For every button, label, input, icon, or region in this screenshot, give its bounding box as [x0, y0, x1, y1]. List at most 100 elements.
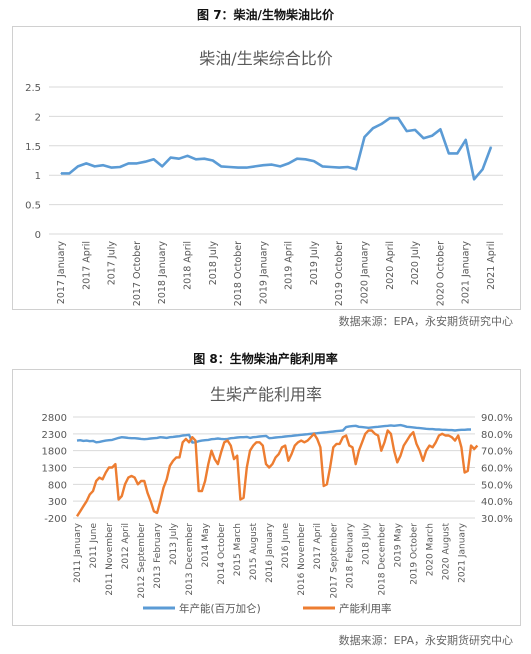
x-tick-label: 2020 January [360, 241, 371, 305]
x-tick-label: 2012 April [121, 523, 131, 569]
x-tick-label: 2018 April [182, 241, 193, 290]
data-point [338, 166, 340, 169]
data-point [110, 166, 113, 169]
y-left-tick-label: 300 [48, 497, 67, 508]
data-point [68, 172, 71, 175]
x-tick-label: 2018 July [208, 241, 219, 286]
x-tick-label: 2019 October [334, 241, 345, 306]
data-point [304, 158, 307, 160]
x-tick-label: 2018 October [233, 241, 244, 306]
data-point [229, 166, 231, 168]
figure2-source: 数据来源：EPA，永安期货研究中心 [338, 634, 513, 647]
x-tick-label: 2019 October [409, 523, 419, 585]
data-point [220, 165, 222, 167]
x-tick-label: 2011 November [105, 523, 115, 596]
chart1-container: 柴油/生柴综合比价 0 0.5 1 1.5 2 2.5 2017 January 2017 Ap… [12, 26, 521, 310]
x-tick-label: 2020 March [425, 523, 435, 576]
y-left-tick-label: 2300 [42, 430, 67, 441]
data-point [195, 158, 197, 160]
x-tick-label: 2017 October [132, 241, 143, 306]
y-left-tick-label: 2800 [42, 413, 67, 424]
capacity-utilization-chart: 生柴产能利用率 -200 300 800 1300 1800 2300 2800 30.0% 40… [42, 385, 513, 615]
data-point [127, 162, 130, 165]
data-point [431, 135, 433, 137]
legend-label-utilization: 产能利用率 [339, 602, 392, 615]
x-tick-label: 2014 October [217, 523, 227, 585]
x-tick-label: 2020 August [441, 523, 451, 581]
data-point [321, 165, 323, 167]
series-line-utilization [75, 429, 479, 517]
x-tick-label: 2017 September [329, 523, 339, 599]
y-tick-label: 2.5 [25, 83, 41, 94]
x-tick-label: 2012 September [137, 523, 147, 599]
x-tick-label: 2017 April [81, 241, 92, 290]
data-point [481, 168, 484, 170]
data-point [448, 152, 450, 155]
figure2-caption: 图 8：生物柴油产能利用率 [193, 352, 338, 366]
data-point [296, 158, 298, 160]
data-point [178, 158, 180, 160]
x-tick-label: 2014 May [201, 522, 211, 567]
legend-label-capacity: 年产能(百万加仑) [179, 602, 261, 615]
data-point [406, 130, 408, 132]
y-right-tick-label: 90.0% [481, 413, 513, 424]
x-tick-label: 2017 July [107, 241, 118, 286]
data-point [77, 165, 79, 167]
data-point [439, 128, 442, 130]
x-tick-label: 2020 July [410, 241, 421, 286]
data-point [363, 136, 366, 138]
y-tick-label: 1 [35, 171, 41, 182]
x-tick-label: 2016 November [297, 523, 307, 596]
data-point [330, 166, 332, 168]
x-tick-label: 2013 December [185, 523, 195, 596]
data-point [262, 164, 264, 166]
data-point [422, 137, 425, 139]
data-point [245, 166, 248, 169]
data-point [490, 146, 492, 148]
figure1-source: 数据来源：EPA，永安期货研究中心 [338, 315, 513, 328]
data-point [60, 172, 62, 175]
x-tick-label: 2018 July [361, 522, 371, 565]
x-tick-label: 2021 April [486, 241, 497, 290]
chart-title: 柴油/生柴综合比价 [199, 49, 332, 68]
y-right-tick-label: 50.0% [481, 480, 513, 491]
data-point [94, 165, 96, 167]
data-point [102, 164, 104, 166]
x-tick-label: 2011 June [89, 523, 99, 569]
y-tick-label: 0.5 [25, 201, 41, 212]
data-point [380, 123, 382, 125]
x-tick-label: 2013 July [169, 522, 179, 565]
data-point [186, 155, 189, 157]
data-point [465, 139, 467, 141]
x-tick-label: 2019 July [309, 241, 320, 286]
x-tick-label: 2020 April [385, 241, 396, 290]
y-right-tick-label: 70.0% [481, 447, 513, 458]
x-tick-label: 2018 January [157, 241, 168, 305]
data-point [389, 117, 391, 119]
x-tick-label: 2016 June [281, 523, 291, 569]
data-point [119, 166, 121, 168]
data-point [313, 160, 315, 162]
data-point [372, 127, 374, 129]
figure1-caption: 图 7：柴油/生物柴油比价 [197, 8, 334, 22]
x-tick-label: 2019 January [258, 241, 269, 305]
x-tick-label: 2021 January [461, 241, 472, 305]
data-point [136, 162, 138, 165]
data-point [85, 162, 87, 165]
x-tick-label: 2017 April [313, 523, 323, 569]
data-point [414, 129, 416, 131]
data-point [279, 165, 281, 167]
y-left-tick-label: 1800 [42, 447, 67, 458]
data-point [170, 156, 172, 159]
data-point [288, 162, 290, 165]
data-point [203, 158, 205, 160]
y-right-tick-label: 30.0% [481, 514, 513, 525]
x-tick-label: 2021 January [457, 522, 467, 583]
data-point [144, 161, 146, 163]
data-point [153, 158, 155, 160]
data-point [271, 164, 273, 166]
chart2-container: 生柴产能利用率 -200 300 800 1300 1800 2300 2800 30.0% 40… [12, 369, 521, 626]
y-right-tick-label: 60.0% [481, 464, 513, 475]
chart-title: 生柴产能利用率 [210, 385, 322, 404]
x-tick-label: 2015 August [249, 523, 259, 581]
